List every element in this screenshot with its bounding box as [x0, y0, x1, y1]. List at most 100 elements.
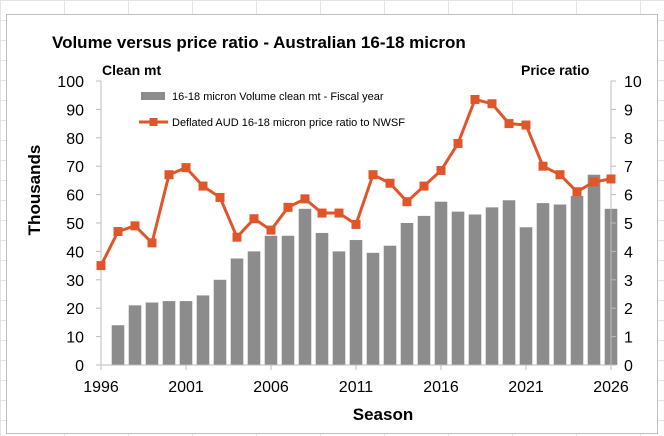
volume-bar [298, 208, 312, 365]
y2-tick-label: 8 [624, 131, 633, 148]
volume-bar [179, 301, 193, 365]
price-ratio-marker [385, 178, 395, 188]
y2-tick-label: 6 [624, 188, 633, 205]
x-tick-label: 2001 [168, 379, 204, 396]
price-ratio-marker [589, 177, 599, 187]
price-ratio-marker [368, 170, 378, 180]
volume-bar [332, 251, 346, 365]
price-ratio-marker [453, 138, 463, 148]
y2-tick-label: 9 [624, 102, 633, 119]
legend-label-volume: 16-18 micron Volume clean mt - Fiscal ye… [172, 91, 384, 103]
chart-title: Volume versus price ratio - Australian 1… [52, 33, 466, 52]
volume-bar [536, 203, 550, 365]
price-ratio-marker [419, 181, 429, 191]
price-ratio-marker [232, 232, 242, 242]
y2-tick-label: 10 [624, 74, 642, 91]
y-tick-label: 50 [66, 216, 84, 233]
price-ratio-marker [164, 170, 174, 180]
price-ratio-marker [351, 219, 361, 229]
x-tick-label: 2021 [508, 379, 544, 396]
x-tick-label: 2016 [423, 379, 459, 396]
legend-swatch-volume [141, 92, 165, 100]
price-ratio-marker [606, 174, 616, 184]
y-tick-label: 0 [75, 358, 84, 375]
price-ratio-marker [538, 161, 548, 171]
price-ratio-marker [215, 192, 225, 202]
y2-tick-label: 4 [624, 244, 633, 261]
volume-bar [162, 301, 176, 365]
legend-swatch-marker [149, 118, 158, 126]
legend: 16-18 micron Volume clean mt - Fiscal ye… [139, 91, 405, 129]
volume-bar [145, 302, 159, 365]
volume-bar [128, 305, 142, 365]
volume-bar [349, 240, 363, 365]
price-ratio-marker [113, 227, 123, 237]
y2-tick-label: 1 [624, 330, 633, 347]
volume-bar [111, 325, 125, 365]
plot-area: 0 10 20 30 40 50 60 70 80 90 100 0 1 2 3 4 5 6 7 8 9 10 1996 20… [57, 74, 642, 396]
price-ratio-marker [96, 261, 106, 271]
y2-tick-label: 7 [624, 159, 633, 176]
volume-bar [553, 204, 567, 365]
y-tick-label: 70 [66, 159, 84, 176]
price-ratio-marker [283, 202, 293, 212]
price-ratio-marker [147, 238, 157, 248]
x-tick-label: 1996 [83, 379, 119, 396]
volume-bar [570, 196, 584, 365]
volume-bar [400, 223, 414, 365]
volume-bar [247, 251, 261, 365]
x-tick-label: 2026 [593, 379, 629, 396]
y-tick-label: 100 [57, 74, 84, 91]
y2-tick-label: 3 [624, 273, 633, 290]
volume-bar [519, 227, 533, 365]
volume-bar [281, 235, 295, 365]
x-axis-title: Season [353, 405, 413, 424]
price-ratio-marker [504, 119, 514, 129]
volume-bar [434, 201, 448, 365]
y-tick-label: 10 [66, 330, 84, 347]
volume-bar [587, 174, 601, 365]
volume-bar [213, 279, 227, 365]
price-ratio-marker [198, 181, 208, 191]
price-ratio-marker [572, 187, 582, 197]
price-ratio-marker [470, 94, 480, 104]
price-ratio-marker [402, 197, 412, 207]
legend-label-price-ratio: Deflated AUD 16-18 micron price ratio to… [172, 117, 405, 129]
volume-bar [451, 211, 465, 365]
price-ratio-marker [266, 225, 276, 235]
volume-bar [485, 207, 499, 365]
y-tick-label: 30 [66, 273, 84, 290]
price-ratio-marker [521, 120, 531, 130]
y-tick-label: 60 [66, 188, 84, 205]
volume-bar [366, 252, 380, 365]
y-axis-title: Thousands [25, 145, 44, 236]
price-ratio-marker [317, 208, 327, 218]
volume-bar [230, 258, 244, 365]
y2-tick-label: 5 [624, 216, 633, 233]
price-ratio-marker [249, 214, 259, 224]
volume-bar [264, 235, 278, 365]
y-tick-label: 90 [66, 102, 84, 119]
volume-bar [383, 245, 397, 365]
price-ratio-marker [130, 221, 140, 231]
x-tick-label: 2006 [253, 379, 289, 396]
price-ratio-marker [300, 194, 310, 204]
price-ratio-marker [436, 165, 446, 175]
y2-tick-label: 2 [624, 301, 633, 318]
x-tick-label: 2011 [339, 379, 374, 396]
y-tick-label: 20 [66, 301, 84, 318]
volume-bar [468, 214, 482, 365]
volume-bar [315, 232, 329, 365]
y2-tick-label: 0 [624, 358, 633, 375]
left-unit-label: Clean mt [102, 62, 161, 78]
y-tick-label: 80 [66, 131, 84, 148]
y-tick-label: 40 [66, 244, 84, 261]
price-ratio-marker [487, 99, 497, 109]
price-ratio-marker [334, 208, 344, 218]
price-ratio-marker [181, 163, 191, 173]
right-unit-label: Price ratio [521, 62, 589, 78]
volume-bar [417, 215, 431, 365]
price-ratio-marker [555, 170, 565, 180]
volume-bar [502, 200, 516, 365]
